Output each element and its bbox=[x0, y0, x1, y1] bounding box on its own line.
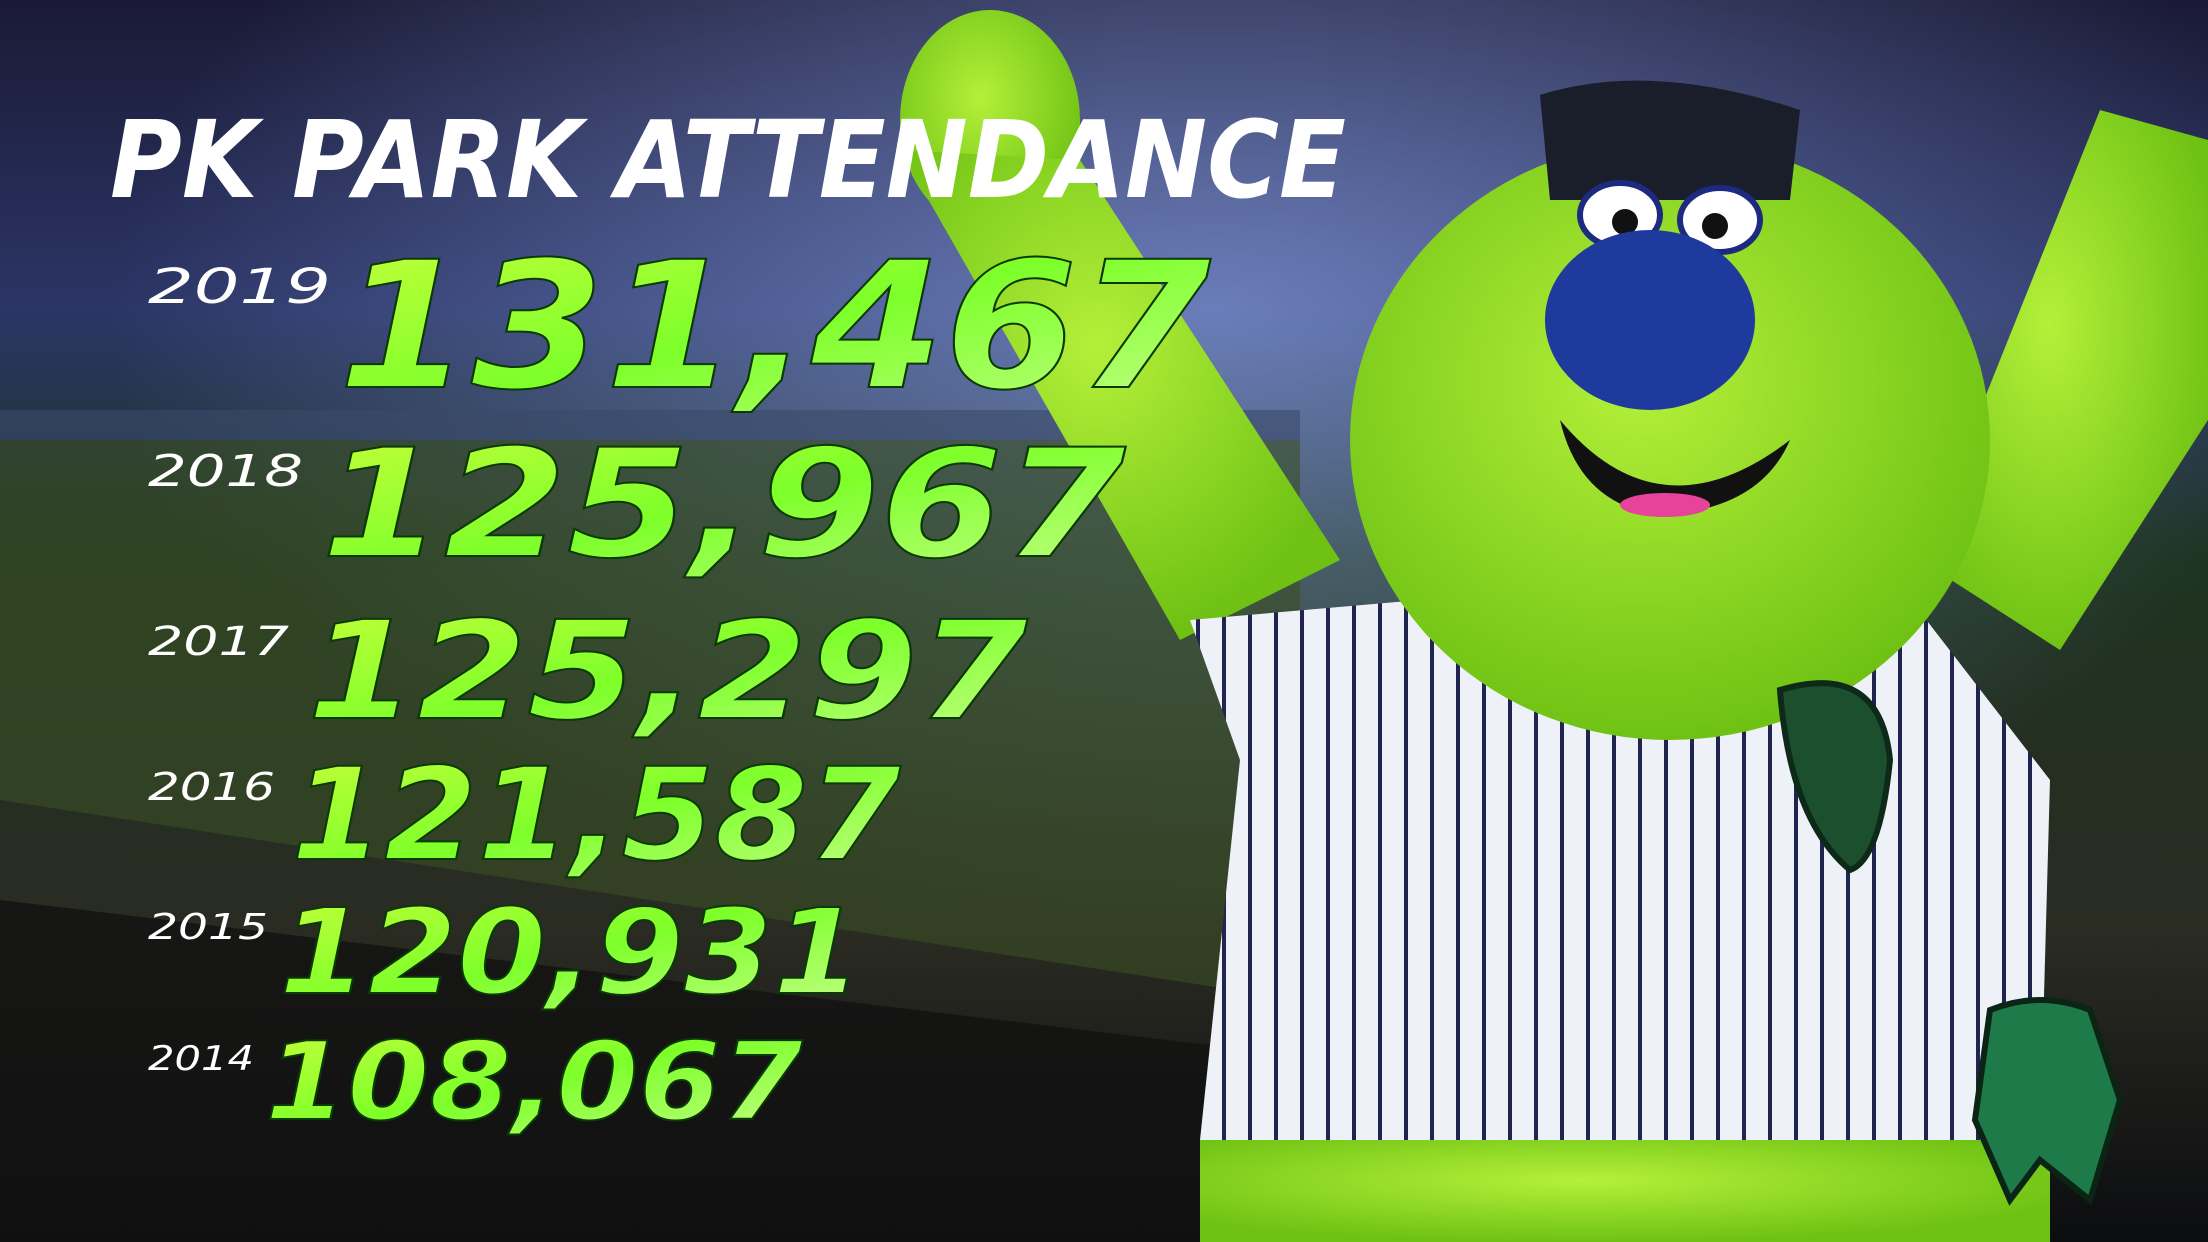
year-label: 2016 bbox=[148, 765, 275, 809]
attendance-value: 108,067 bbox=[265, 1020, 803, 1145]
year-label: 2019 bbox=[148, 259, 331, 315]
attendance-value: 121,587 bbox=[291, 741, 901, 890]
team-logo bbox=[1971, 997, 2124, 1206]
attendance-value: 131,467 bbox=[338, 224, 1212, 429]
mascot bbox=[900, 10, 2208, 1242]
attendance-value: 120,931 bbox=[279, 883, 862, 1021]
attendance-value: 125,967 bbox=[321, 418, 1127, 592]
year-label: 2017 bbox=[148, 619, 290, 665]
year-label: 2015 bbox=[148, 907, 268, 948]
title: PK PARK ATTENDANCE bbox=[110, 99, 1346, 223]
year-label: 2014 bbox=[148, 1039, 254, 1079]
year-label: 2018 bbox=[148, 446, 303, 497]
attendance-value: 125,297 bbox=[307, 593, 1028, 751]
attendance-list: 2019 131,467 2018 125,967 2017 125,297 2016 121… bbox=[148, 223, 1213, 1146]
